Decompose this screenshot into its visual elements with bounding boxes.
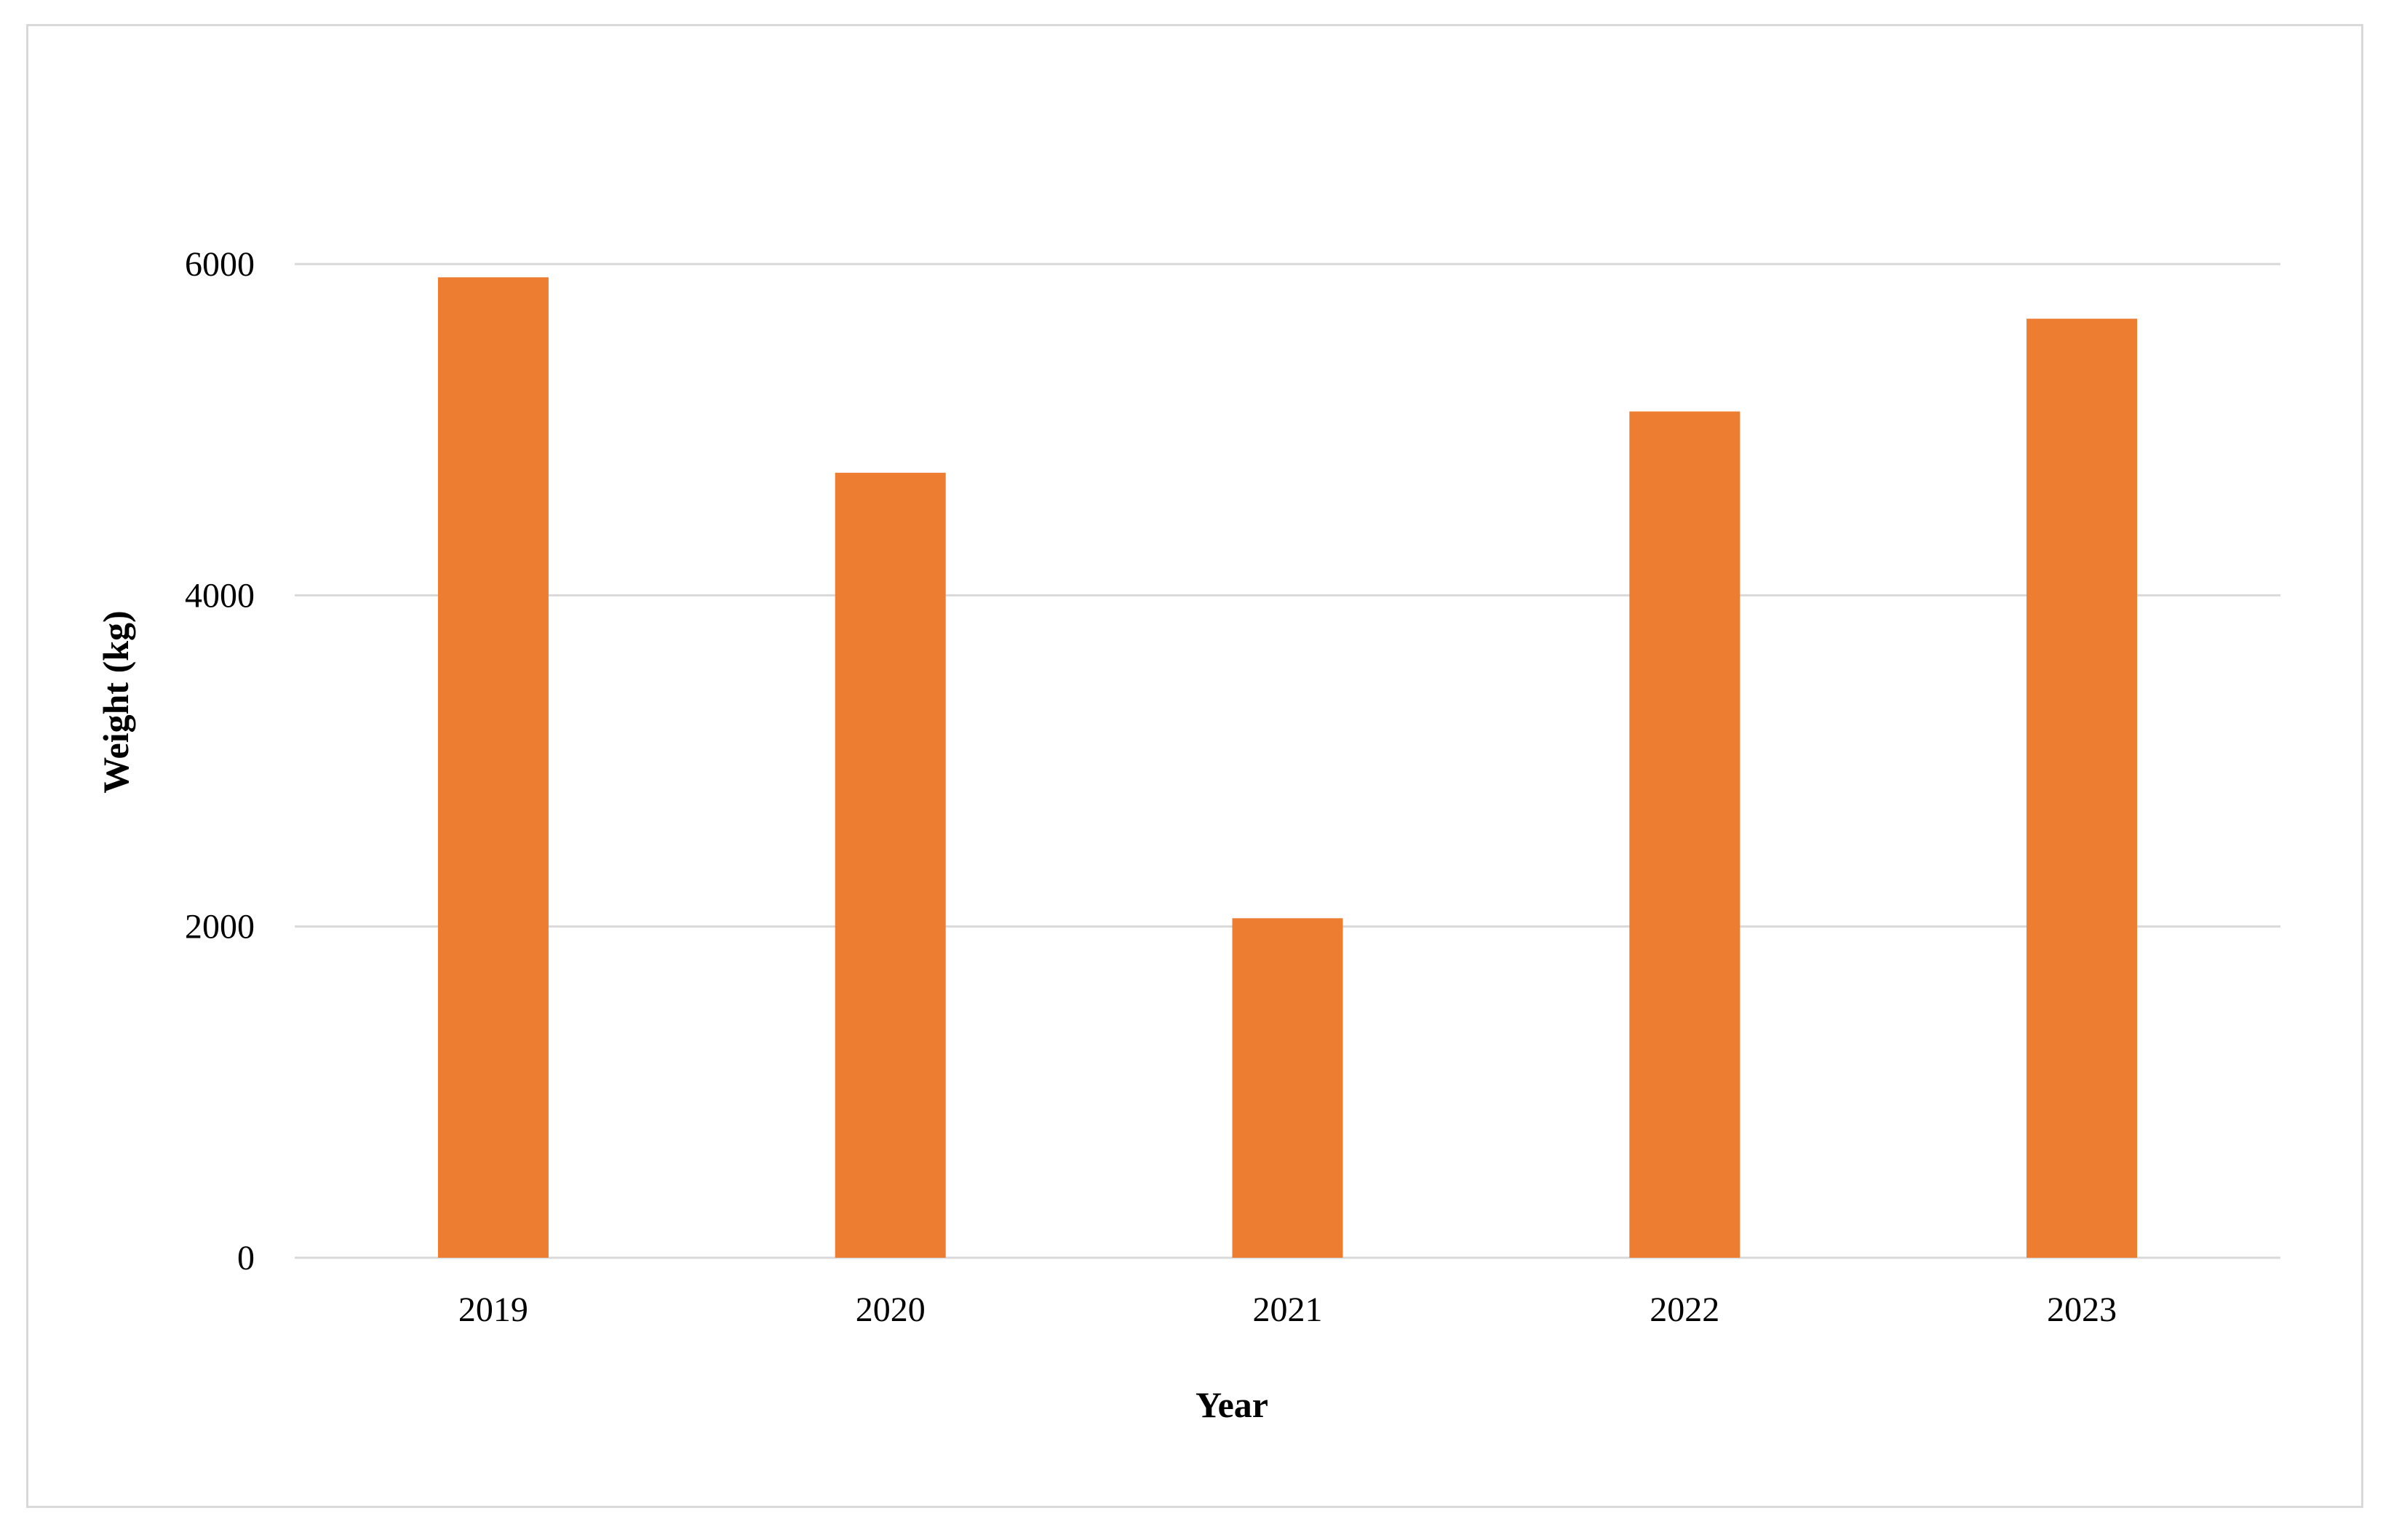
bar-2021 [1232,918,1343,1258]
bar-2022 [1629,411,1740,1258]
bar-2019 [437,277,549,1258]
y-axis-title: Weight (kg) [95,610,136,793]
bars [437,277,2138,1258]
x-tick-label-2022: 2022 [1650,1290,1719,1329]
x-tick-label-2023: 2023 [2047,1290,2117,1329]
y-axis-ticks: 0 2000 4000 6000 [185,245,255,1277]
chart-frame [26,24,2363,1508]
bar-2020 [835,472,946,1258]
y-tick-label: 6000 [185,245,255,284]
y-tick-label: 0 [237,1239,255,1277]
x-axis-ticks: 2019 2020 2021 2022 2023 [458,1290,2117,1329]
x-tick-label-2020: 2020 [856,1290,926,1329]
bar-2023 [2026,319,2138,1258]
x-tick-label-2021: 2021 [1253,1290,1323,1329]
y-tick-label: 2000 [185,908,255,946]
x-axis-title: Year [1196,1384,1268,1425]
y-tick-label: 4000 [185,576,255,615]
x-tick-label-2019: 2019 [458,1290,528,1329]
